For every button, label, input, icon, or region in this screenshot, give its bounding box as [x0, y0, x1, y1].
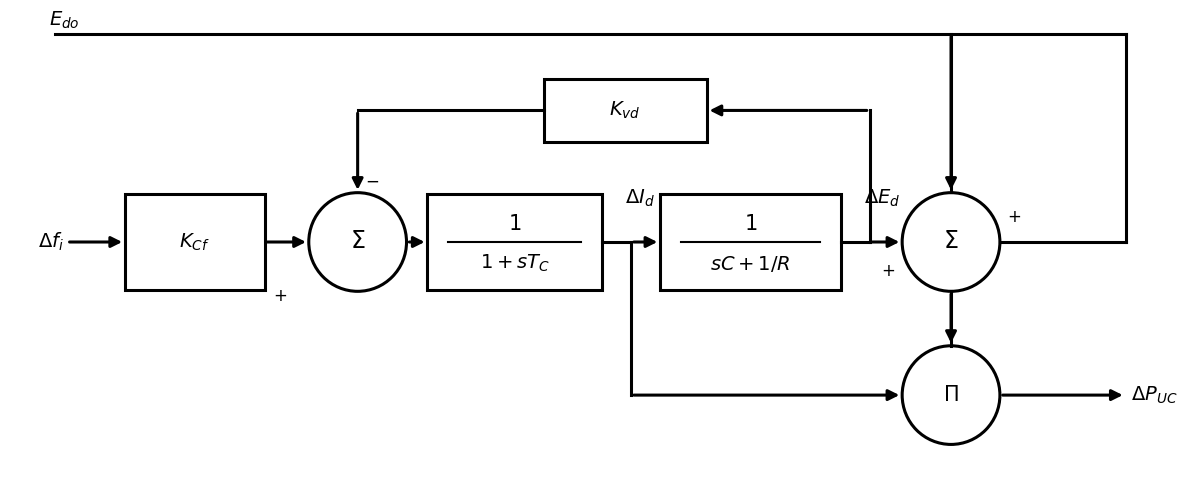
Bar	[661, 194, 840, 290]
Text: $1$: $1$	[744, 214, 757, 234]
Bar	[428, 194, 602, 290]
Text: $+$: $+$	[881, 263, 896, 280]
Bar	[125, 194, 265, 290]
Bar	[544, 79, 707, 141]
Text: $\Sigma$: $\Sigma$	[943, 230, 959, 254]
Text: $-$: $-$	[365, 172, 379, 189]
Text: $+$: $+$	[1006, 209, 1020, 226]
Text: $\Pi$: $\Pi$	[943, 385, 959, 405]
Text: $\Delta P_{UC}$: $\Delta P_{UC}$	[1131, 384, 1178, 406]
Text: $\Delta I_d$: $\Delta I_d$	[625, 187, 655, 209]
Text: $K_{vd}$: $K_{vd}$	[609, 100, 642, 121]
Text: $1+sT_C$: $1+sT_C$	[480, 253, 550, 274]
Text: $sC+1/R$: $sC+1/R$	[710, 254, 790, 273]
Text: $\Delta E_d$: $\Delta E_d$	[864, 187, 901, 209]
Text: $E_{do}$: $E_{do}$	[50, 10, 80, 31]
Text: $K_{Cf}$: $K_{Cf}$	[179, 231, 210, 253]
Text: $\Sigma$: $\Sigma$	[350, 230, 366, 254]
Text: $\Delta f_i$: $\Delta f_i$	[38, 231, 64, 253]
Text: $1$: $1$	[508, 214, 522, 234]
Text: $+$: $+$	[272, 287, 286, 304]
